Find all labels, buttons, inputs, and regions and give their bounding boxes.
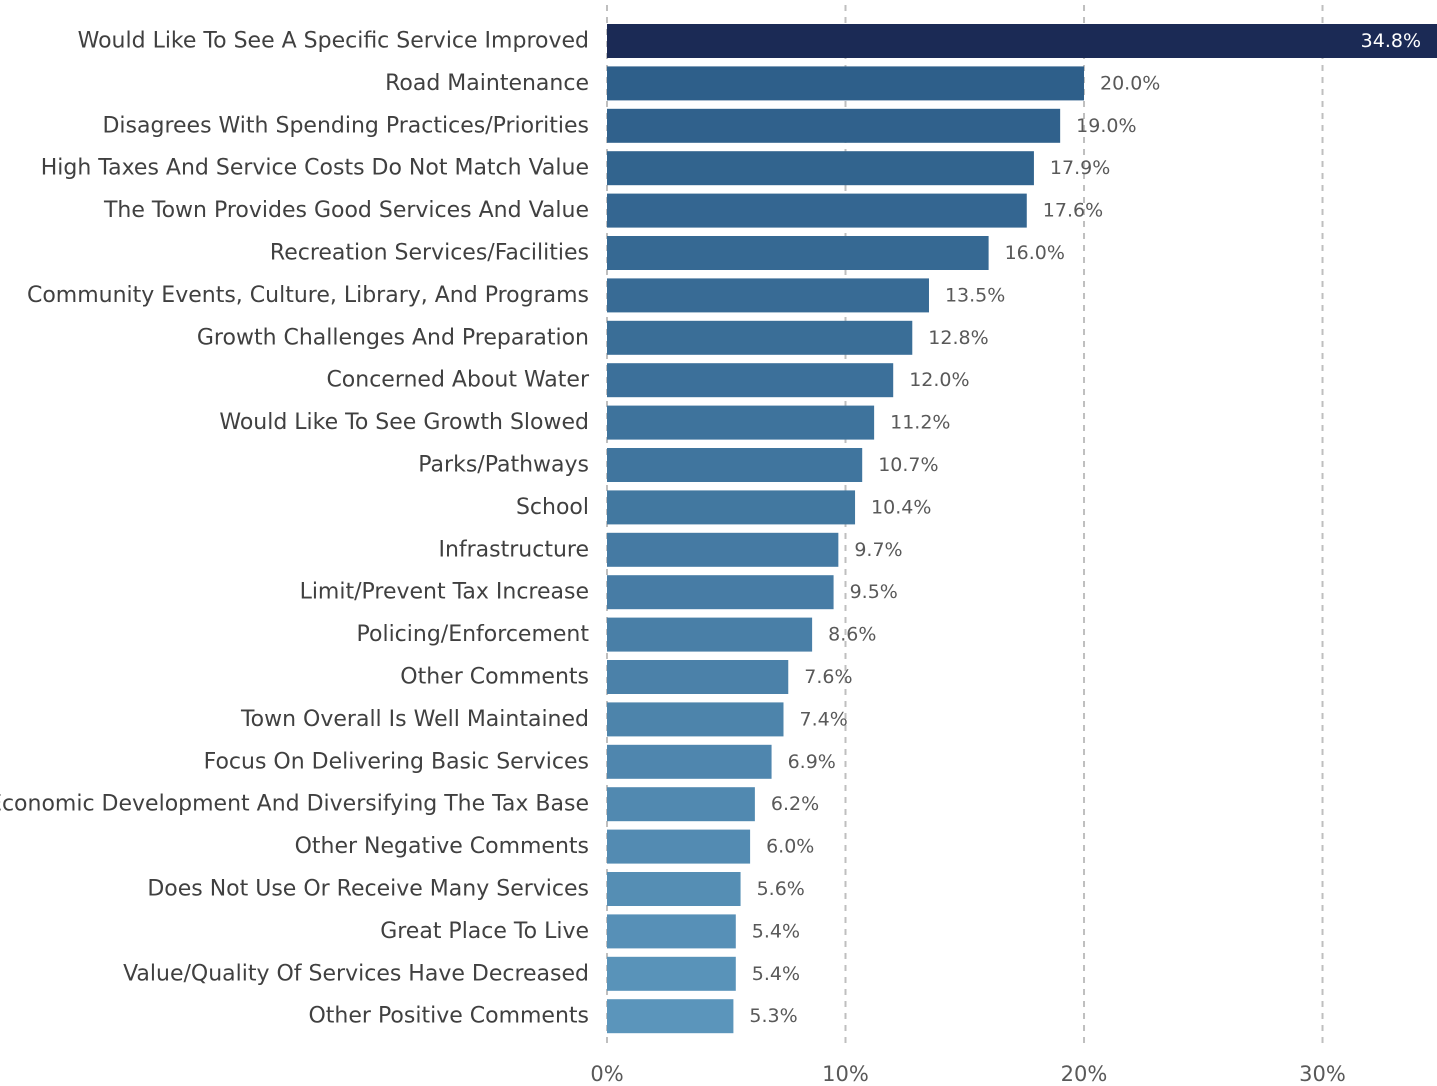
x-tick-label: 20% xyxy=(1061,1062,1108,1086)
x-axis-ticks: 0% 10% 20% 30% xyxy=(590,1062,1346,1086)
bar xyxy=(607,744,772,779)
value-labels: 34.8% 20.0% 19.0% 17.9% 17.6% 16.0%13.5% 12.8%… xyxy=(749,30,1421,1027)
category-labels: Would Like To See A Specific Service Imp… xyxy=(0,29,590,1029)
value-label: 12.0% xyxy=(909,369,969,391)
category-label: Other Negative Comments xyxy=(295,834,589,859)
bar xyxy=(607,702,784,737)
value-label: 17.9% xyxy=(1050,157,1110,179)
value-label: 9.5% xyxy=(850,581,898,603)
category-label: Disagrees With Spending Practices/Priori… xyxy=(102,113,589,138)
category-label: Recreation Services/Facilities xyxy=(270,241,589,266)
value-label: 7.6% xyxy=(804,666,852,688)
bar xyxy=(607,151,1034,186)
bar xyxy=(607,108,1061,143)
value-label: 16.0% xyxy=(1005,242,1065,264)
value-label: 17.6% xyxy=(1043,200,1103,222)
bar xyxy=(607,236,989,270)
value-label: 34.8% xyxy=(1361,30,1421,52)
x-tick-label: 30% xyxy=(1299,1062,1346,1086)
value-label: 12.8% xyxy=(928,327,988,349)
value-label: 6.2% xyxy=(771,793,819,815)
bar xyxy=(607,872,741,906)
bar xyxy=(607,363,894,398)
bar xyxy=(607,617,813,652)
bar xyxy=(607,24,1437,58)
value-label: 5.3% xyxy=(749,1005,797,1027)
category-label: Community Events, Culture, Library, And … xyxy=(27,283,589,308)
category-label: School xyxy=(516,495,589,520)
category-label: Road Maintenance xyxy=(385,71,589,96)
bar xyxy=(607,787,755,822)
category-label: Would Like To See A Specific Service Imp… xyxy=(78,29,589,54)
category-label: High Taxes And Service Costs Do Not Matc… xyxy=(41,156,589,181)
category-label: Limit/Prevent Tax Increase xyxy=(300,580,589,605)
value-label: 13.5% xyxy=(945,284,1005,306)
x-tick-label: 10% xyxy=(822,1062,869,1086)
bar xyxy=(607,999,734,1034)
bar xyxy=(607,914,736,949)
value-label: 10.4% xyxy=(871,496,931,518)
category-label: Policing/Enforcement xyxy=(357,622,590,647)
bar xyxy=(607,575,834,610)
value-label: 5.4% xyxy=(752,963,800,985)
category-label: Parks/Pathways xyxy=(418,453,589,478)
value-label: 8.6% xyxy=(828,624,876,646)
bar xyxy=(607,193,1027,228)
category-label: Infrastructure xyxy=(438,537,589,562)
category-label: Other Positive Comments xyxy=(308,1004,589,1029)
bar xyxy=(607,278,929,313)
category-label: Does Not Use Or Receive Many Services xyxy=(147,877,589,902)
value-label: 5.4% xyxy=(752,920,800,942)
bar xyxy=(607,829,751,864)
bar xyxy=(607,320,913,355)
bar xyxy=(607,448,863,482)
value-label: 10.7% xyxy=(878,454,938,476)
category-label: Value/Quality Of Services Have Decreased xyxy=(123,961,589,986)
bar xyxy=(607,956,736,991)
value-label: 9.7% xyxy=(854,539,902,561)
category-label: Growth Challenges And Preparation xyxy=(197,325,589,350)
category-label: Town Overall Is Well Maintained xyxy=(240,707,589,732)
bar xyxy=(607,490,856,525)
bar xyxy=(607,532,839,567)
bars xyxy=(607,24,1437,1034)
value-label: 11.2% xyxy=(890,412,950,434)
bar xyxy=(607,66,1085,101)
x-tick-label: 0% xyxy=(590,1062,623,1086)
value-label: 7.4% xyxy=(799,708,847,730)
category-label: Economic Development And Diversifying Th… xyxy=(0,792,589,817)
category-label: Great Place To Live xyxy=(380,919,589,944)
value-label: 5.6% xyxy=(757,878,805,900)
value-label: 6.9% xyxy=(788,751,836,773)
bar xyxy=(607,660,789,694)
bar xyxy=(607,405,875,440)
category-label: Would Like To See Growth Slowed xyxy=(219,410,589,435)
category-label: Focus On Delivering Basic Services xyxy=(204,749,589,774)
category-label: The Town Provides Good Services And Valu… xyxy=(103,198,589,223)
value-label: 6.0% xyxy=(766,836,814,858)
category-label: Other Comments xyxy=(400,665,589,690)
value-label: 19.0% xyxy=(1076,115,1136,137)
category-label: Concerned About Water xyxy=(326,368,590,393)
value-label: 20.0% xyxy=(1100,72,1160,94)
